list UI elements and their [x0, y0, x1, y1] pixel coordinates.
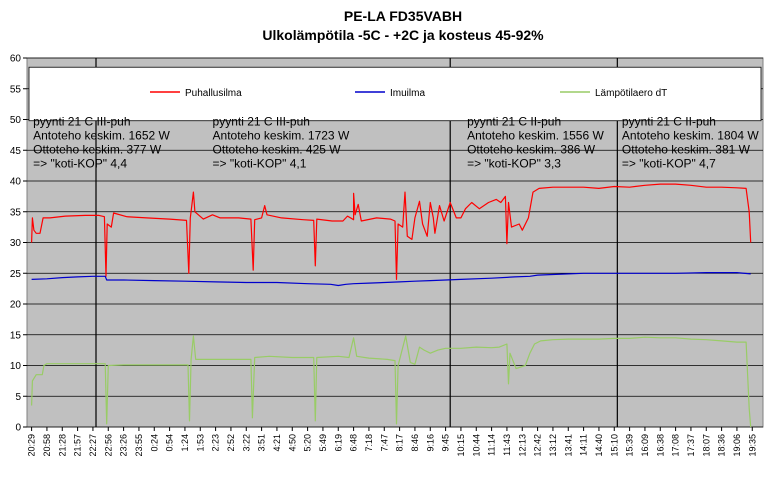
annotation-3-line-1: Antoteho keskim. 1804 W [622, 129, 759, 143]
x-tick-label: 10:15 [456, 434, 466, 457]
legend-box [28, 66, 762, 122]
x-tick-label: 0:24 [149, 434, 159, 452]
y-tick-label: 5 [15, 392, 21, 403]
y-tick-label: 30 [10, 238, 22, 249]
x-tick-label: 2:23 [211, 434, 221, 452]
x-tick-label: 23:26 [119, 434, 129, 457]
x-tick-label: 4:21 [272, 434, 282, 452]
x-tick-label: 16:09 [640, 434, 650, 457]
annotation-2-line-2: Ottoteho keskim. 386 W [467, 143, 596, 157]
x-tick-label: 12:13 [517, 434, 527, 457]
legend: Puhallusilma Imuilma Lämpötilaero dT [150, 88, 667, 99]
annotation-0-line-2: Ottoteho keskim. 377 W [33, 143, 162, 157]
x-tick-label: 7:18 [364, 434, 374, 452]
x-tick-label: 15:10 [609, 434, 619, 457]
annotation-0-line-1: Antoteho keskim. 1652 W [33, 129, 170, 143]
series-line-0 [31, 183, 752, 280]
annotation-0-line-0: pyynti 21 C III-puh [33, 115, 130, 129]
x-tick-label: 5:20 [303, 434, 313, 452]
x-tick-label: 22:27 [88, 434, 98, 457]
series-line-2 [31, 335, 752, 428]
series-line-1 [31, 272, 751, 287]
x-tick-label: 16:38 [655, 434, 665, 457]
y-tick-label: 10 [10, 361, 22, 372]
y-tick-label: 45 [10, 146, 22, 157]
x-tick-label: 14:40 [594, 434, 604, 457]
x-tick-label: 3:51 [257, 434, 267, 452]
series-lines [31, 183, 752, 428]
x-tick-label: 6:19 [333, 434, 343, 452]
x-tick-label: 22:56 [103, 434, 113, 457]
y-tick-label: 40 [10, 177, 22, 188]
annotation-1-line-3: => "koti-KOP" 4,1 [213, 157, 307, 171]
legend-label-0: Puhallusilma [185, 88, 242, 99]
x-tick-label: 19:35 [747, 434, 757, 457]
annotation-2-line-3: => "koti-KOP" 3,3 [467, 157, 561, 171]
x-tick-label: 20:29 [27, 434, 37, 457]
x-tick-label: 21:28 [57, 434, 67, 457]
y-tick-label: 15 [10, 330, 22, 341]
y-tick-label: 50 [10, 115, 22, 126]
x-tick-label: 1:24 [180, 434, 190, 452]
x-tick-label: 6:48 [349, 434, 359, 452]
x-tick-label: 11:14 [487, 434, 497, 456]
x-tick-label: 17:08 [671, 434, 681, 457]
y-tick-label: 0 [15, 423, 21, 434]
x-tick-label: 2:52 [226, 434, 236, 452]
y-tick-label: 20 [10, 300, 22, 311]
annotation-1-line-0: pyynti 21 C III-puh [213, 115, 310, 129]
x-tick-label: 23:55 [134, 434, 144, 457]
x-tick-label: 12:42 [533, 434, 543, 457]
x-tick-label: 1:53 [195, 434, 205, 452]
annotation-0-line-3: => "koti-KOP" 4,4 [33, 157, 127, 171]
y-tick-label: 55 [10, 84, 22, 95]
x-axis-ticks: 20:29 20:58 21:28 21:57 22:27 22:56 23:26 23:55… [27, 427, 757, 457]
y-axis-ticks: 0 5 10 15 20 25 30 35 40 45 50 55 60 [10, 54, 27, 434]
x-tick-label: 20:58 [42, 434, 52, 457]
chart-title: PE-LA FD35VABH [344, 8, 462, 24]
x-tick-label: 17:37 [686, 434, 696, 457]
x-tick-label: 13:41 [563, 434, 573, 457]
x-tick-label: 9:16 [425, 434, 435, 452]
x-tick-label: 13:12 [548, 434, 558, 457]
x-tick-label: 8:46 [410, 434, 420, 452]
x-tick-label: 19:06 [732, 434, 742, 457]
x-tick-label: 14:11 [579, 434, 589, 456]
x-tick-label: 3:22 [241, 434, 251, 452]
annotation-3-line-3: => "koti-KOP" 4,7 [622, 157, 716, 171]
y-tick-label: 35 [10, 207, 22, 218]
annotation-2-line-0: pyynti 21 C II-puh [467, 115, 561, 129]
annotation-1-line-2: Ottoteho keskim. 425 W [213, 143, 342, 157]
x-tick-label: 7:47 [379, 434, 389, 452]
x-tick-label: 18:36 [717, 434, 727, 457]
annotation-1-line-1: Antoteho keskim. 1723 W [213, 129, 350, 143]
x-tick-label: 21:57 [73, 434, 83, 457]
chart-subtitle: Ulkolämpötila -5C - +2C ja kosteus 45-92… [262, 27, 544, 43]
legend-label-2: Lämpötilaero dT [595, 88, 667, 99]
x-tick-label: 8:17 [395, 434, 405, 452]
x-tick-label: 0:54 [165, 434, 175, 452]
annotation-2-line-1: Antoteho keskim. 1556 W [467, 129, 604, 143]
legend-label-1: Imuilma [390, 88, 425, 99]
x-tick-label: 15:39 [625, 434, 635, 457]
x-tick-label: 18:07 [701, 434, 711, 457]
y-tick-label: 25 [10, 269, 22, 280]
x-tick-label: 5:49 [318, 434, 328, 452]
x-tick-label: 4:50 [287, 434, 297, 452]
x-tick-label: 9:45 [441, 434, 451, 452]
x-tick-label: 11:43 [502, 434, 512, 456]
annotation-3-line-0: pyynti 21 C II-puh [622, 115, 716, 129]
annotation-3-line-2: Ottoteho keskim. 381 W [622, 143, 751, 157]
x-tick-label: 10:44 [471, 434, 481, 457]
y-tick-label: 60 [10, 54, 22, 65]
